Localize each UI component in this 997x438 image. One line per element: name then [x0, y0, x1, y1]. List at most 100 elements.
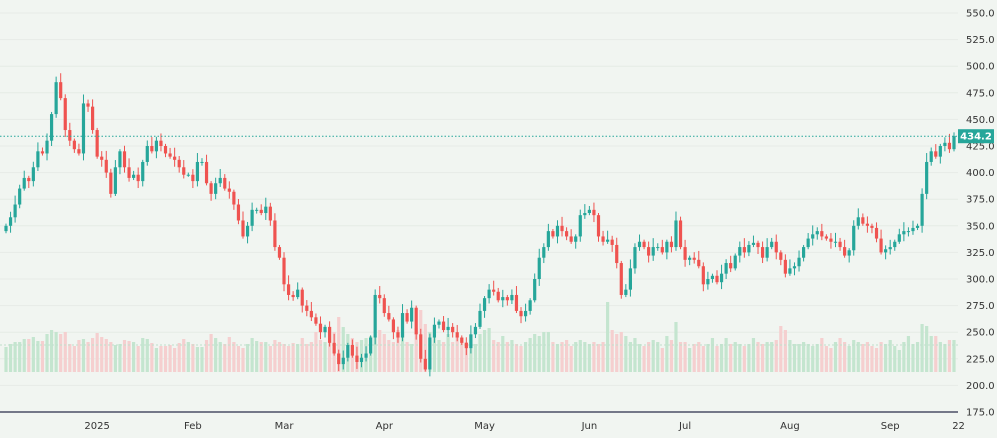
- candle-body: [838, 241, 842, 248]
- candle-body: [802, 247, 806, 258]
- candle-body: [145, 146, 149, 162]
- volume-bar: [943, 344, 947, 372]
- candle-body: [893, 241, 897, 248]
- candle-body: [31, 167, 35, 182]
- candle-body: [601, 236, 605, 242]
- candle-body: [528, 300, 532, 311]
- volume-bar: [86, 342, 90, 372]
- volume-bar: [373, 336, 377, 372]
- volume-bar: [400, 332, 405, 372]
- candle-body: [674, 220, 678, 248]
- volume-bar: [792, 344, 797, 372]
- candle-body: [118, 151, 122, 168]
- candle-body: [546, 231, 550, 248]
- candle-body: [182, 167, 186, 175]
- candle-body: [428, 337, 432, 370]
- candle-body: [95, 130, 99, 157]
- candle-body: [473, 326, 478, 335]
- y-tick-label: 200.0: [966, 381, 995, 392]
- candle-body: [259, 209, 263, 214]
- candle-body: [697, 259, 701, 267]
- candle-body: [915, 225, 920, 228]
- candle-body: [437, 321, 441, 325]
- candle-body: [902, 231, 906, 235]
- volume-bar: [337, 317, 341, 372]
- candle-body: [341, 357, 345, 365]
- candle-body: [378, 294, 382, 299]
- volume-bar: [829, 348, 833, 372]
- candle-body: [204, 161, 209, 184]
- candle-body: [432, 324, 437, 338]
- volume-bar: [751, 338, 756, 372]
- candle-body: [706, 279, 710, 285]
- candle-body: [414, 307, 418, 335]
- volume-bar: [204, 340, 209, 372]
- candle-body: [59, 82, 63, 99]
- candle-body: [656, 247, 660, 249]
- x-tick-label: Apr: [376, 421, 394, 432]
- candle-body: [300, 289, 304, 306]
- candle-body: [519, 310, 523, 317]
- volume-bar: [273, 340, 277, 372]
- candle-body: [911, 227, 915, 232]
- candle-body: [268, 206, 272, 221]
- candle-body: [350, 344, 354, 356]
- volume-bar: [505, 342, 509, 372]
- volume-bar: [451, 342, 455, 372]
- volume-bar: [186, 342, 190, 372]
- candle-body: [104, 159, 108, 173]
- candle-body: [929, 151, 933, 162]
- candle-body: [533, 279, 537, 301]
- volume-bar: [820, 338, 824, 372]
- candle-body: [8, 217, 13, 226]
- candle-body: [578, 215, 582, 237]
- volume-bar: [341, 327, 345, 372]
- volume-bar: [446, 334, 450, 372]
- candle-body: [373, 294, 377, 338]
- candle-body: [797, 257, 801, 267]
- price-axis[interactable]: 550.0 525.0 500.0 475.0 450.0 425.0 400.0 375.0…: [966, 9, 995, 419]
- y-tick-label: 225.0: [966, 354, 995, 365]
- candle-body: [22, 177, 26, 189]
- x-tick-label: 2025: [84, 421, 109, 432]
- candle-body: [925, 161, 929, 194]
- volume-bar: [68, 344, 72, 372]
- volume-bar: [843, 342, 847, 372]
- candle-body: [510, 294, 514, 301]
- candle-body: [141, 161, 145, 182]
- volume-bar: [911, 344, 915, 372]
- volume-bar: [674, 322, 678, 372]
- candle-body: [938, 146, 942, 157]
- volume-bar: [779, 326, 783, 372]
- candle-body: [815, 231, 819, 235]
- candle-body: [555, 225, 560, 237]
- candle-body: [168, 153, 172, 157]
- volume-bar: [328, 327, 332, 372]
- volume-bar: [811, 346, 815, 372]
- candle-body: [241, 220, 245, 237]
- candle-body: [537, 257, 541, 279]
- candle-body: [346, 344, 350, 358]
- candle-body: [186, 174, 190, 176]
- candle-body: [441, 321, 446, 331]
- y-tick-label: 550.0: [966, 9, 995, 20]
- candle-body: [282, 257, 286, 285]
- candle-body: [897, 234, 901, 242]
- candle-body: [651, 247, 655, 256]
- y-tick-label: 275.0: [966, 301, 995, 312]
- candle-body: [633, 247, 637, 269]
- volume-bar: [163, 346, 168, 372]
- volume-bar: [109, 342, 113, 372]
- candle-body: [583, 213, 587, 216]
- volume-bar: [209, 334, 213, 372]
- volume-bar: [382, 334, 386, 372]
- candle-body: [884, 249, 888, 253]
- volume-bar: [391, 342, 395, 372]
- volume-bar: [788, 340, 792, 372]
- time-axis[interactable]: 2025 Feb Mar Apr May Jun Jul Aug Sep 22: [84, 421, 964, 432]
- volume-bar: [241, 348, 245, 372]
- candle-body: [419, 334, 423, 359]
- candle-body: [364, 353, 368, 358]
- candle-body: [159, 140, 163, 146]
